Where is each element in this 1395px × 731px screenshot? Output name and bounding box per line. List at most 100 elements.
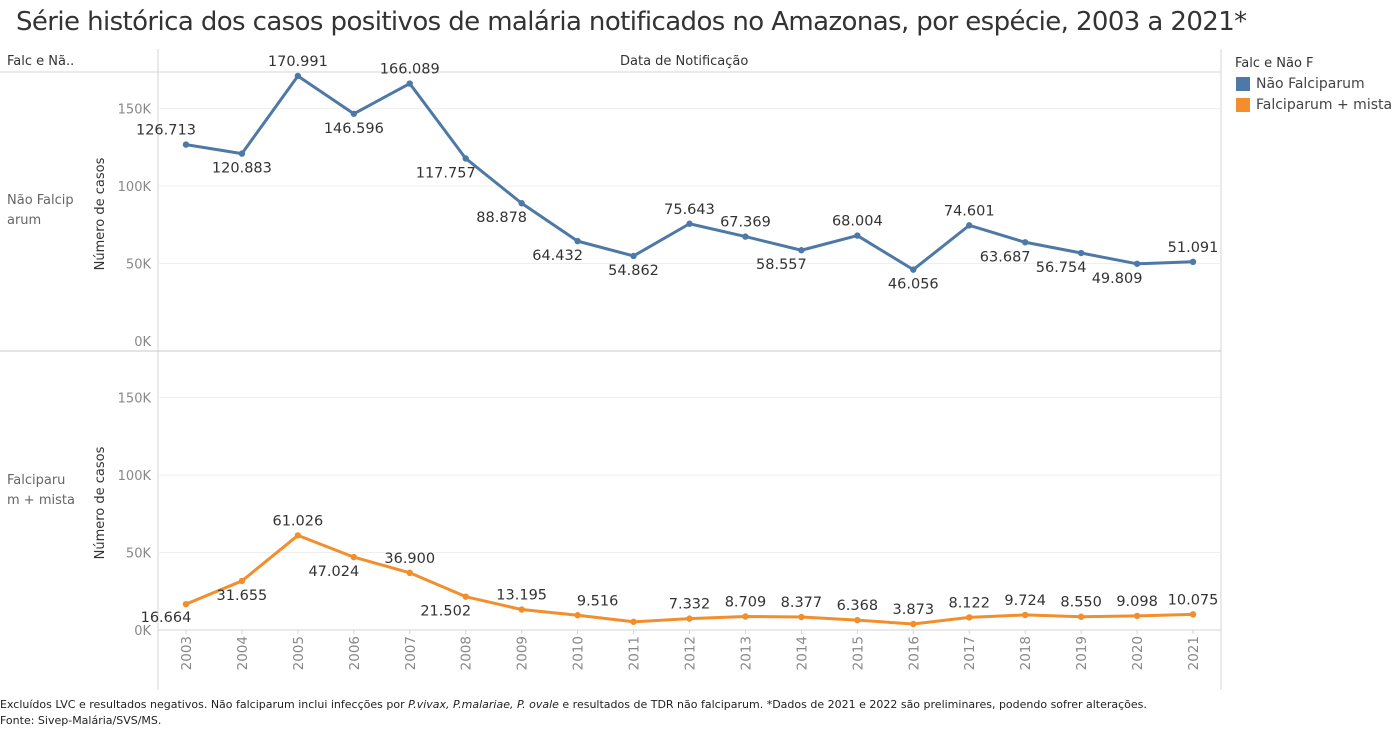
- data-point: [686, 615, 693, 622]
- data-label: 63.687: [980, 249, 1031, 265]
- data-point: [1189, 611, 1197, 618]
- data-label: 49.809: [1092, 271, 1143, 287]
- y-tick-label: 150K: [118, 392, 152, 407]
- legend-label: Não Falciparum: [1256, 76, 1365, 92]
- data-point: [966, 614, 973, 621]
- data-point: [574, 612, 581, 619]
- data-point: [630, 252, 637, 260]
- footer-text-1: Excluídos LVC e resultados negativos. Nã…: [0, 698, 409, 711]
- data-point: [462, 593, 469, 600]
- data-label: 46.056: [888, 277, 939, 293]
- x-tick-label: 2008: [459, 636, 475, 670]
- data-point: [910, 620, 917, 628]
- y-tick-label: 150K: [118, 103, 152, 118]
- data-label: 56.754: [1036, 260, 1087, 276]
- data-label: 13.195: [496, 588, 547, 604]
- data-point: [742, 233, 749, 240]
- legend-label: Falciparum + mista: [1256, 97, 1393, 113]
- data-label: 166.089: [380, 62, 440, 78]
- data-label: 31.655: [217, 588, 268, 604]
- x-tick-label: 2013: [738, 636, 754, 670]
- x-tick-label: 2009: [515, 636, 531, 670]
- data-label: 9.098: [1116, 594, 1158, 610]
- data-label: 8.709: [725, 595, 767, 611]
- data-label: 9.724: [1004, 593, 1046, 609]
- x-tick-label: 2020: [1130, 636, 1146, 670]
- data-label: 36.900: [384, 551, 435, 567]
- data-label: 6.368: [837, 598, 879, 614]
- x-tick-label: 2005: [291, 636, 307, 670]
- data-point: [406, 569, 413, 577]
- x-tick-label: 2007: [403, 636, 419, 670]
- y-axis-title: Número de casos: [93, 157, 108, 270]
- data-point: [686, 220, 693, 227]
- data-label: 67.369: [720, 215, 771, 231]
- data-label: 16.664: [141, 610, 192, 626]
- y-tick-label: 0K: [134, 335, 151, 350]
- data-label: 21.502: [420, 604, 471, 620]
- data-point: [518, 200, 525, 207]
- data-point: [238, 150, 246, 157]
- data-label: 7.332: [669, 597, 711, 613]
- x-tick-label: 2019: [1074, 636, 1090, 670]
- row-label-falciparum-mista: Falciparu m + mista: [7, 473, 75, 508]
- data-label: 47.024: [308, 564, 359, 580]
- data-label: 64.432: [532, 248, 583, 264]
- data-label: 88.878: [476, 210, 527, 226]
- data-point: [910, 266, 917, 273]
- data-point: [854, 232, 861, 239]
- x-tick-label: 2017: [962, 636, 978, 670]
- data-label: 74.601: [944, 203, 995, 219]
- row-header: Falc e Nã..: [7, 54, 75, 69]
- data-label: 9.516: [577, 593, 619, 609]
- data-label: 117.757: [416, 165, 476, 181]
- data-point: [1077, 613, 1085, 620]
- x-tick-label: 2011: [627, 636, 643, 670]
- data-point: [1133, 612, 1141, 620]
- data-point: [238, 577, 246, 585]
- y-tick-label: 100K: [118, 469, 152, 484]
- y-tick-label: 100K: [118, 180, 152, 195]
- legend-swatch-nao-falciparum: [1236, 77, 1250, 91]
- x-tick-label: 2018: [1018, 636, 1034, 670]
- data-point: [350, 553, 358, 561]
- data-point: [798, 613, 805, 621]
- data-point: [350, 110, 358, 117]
- data-point: [1189, 258, 1197, 266]
- data-point: [182, 141, 190, 148]
- x-tick-label: 2003: [179, 636, 195, 670]
- data-label: 8.122: [948, 595, 990, 611]
- footer-note: Excluídos LVC e resultados negativos. Nã…: [0, 697, 1160, 729]
- data-label: 61.026: [272, 513, 323, 529]
- legend-item-nao-falciparum[interactable]: Não Falciparum: [1236, 76, 1365, 92]
- y-tick-label: 50K: [126, 258, 152, 273]
- x-tick-label: 2010: [571, 636, 587, 670]
- data-point: [574, 237, 581, 245]
- data-point: [406, 80, 413, 87]
- legend-item-falciparum-mista[interactable]: Falciparum + mista: [1236, 97, 1392, 113]
- data-label: 126.713: [136, 123, 196, 139]
- legend-title: Falc e Não F: [1235, 56, 1314, 71]
- footer-species: P.vivax, P.malariae, P. ovale: [408, 698, 559, 711]
- data-label: 54.862: [608, 263, 659, 279]
- x-tick-label: 2015: [850, 636, 866, 670]
- legend-swatch-falciparum-mista: [1236, 98, 1250, 112]
- data-point: [798, 247, 805, 254]
- data-point: [294, 532, 302, 539]
- data-point: [630, 618, 637, 625]
- column-header: Data de Notificação: [620, 54, 749, 69]
- data-point: [742, 613, 749, 620]
- x-tick-label: 2004: [235, 636, 251, 670]
- x-tick-label: 2012: [683, 636, 699, 670]
- data-label: 75.643: [664, 202, 715, 218]
- y-axis-title: Número de casos: [93, 446, 108, 559]
- data-point: [1021, 611, 1029, 619]
- x-tick-label: 2006: [347, 636, 363, 670]
- data-point: [854, 616, 861, 624]
- data-label: 51.091: [1168, 240, 1219, 256]
- data-point: [518, 606, 525, 613]
- y-tick-label: 0K: [134, 624, 151, 639]
- data-label: 3.873: [893, 602, 935, 618]
- data-label: 10.075: [1168, 592, 1219, 608]
- data-point: [1077, 249, 1085, 257]
